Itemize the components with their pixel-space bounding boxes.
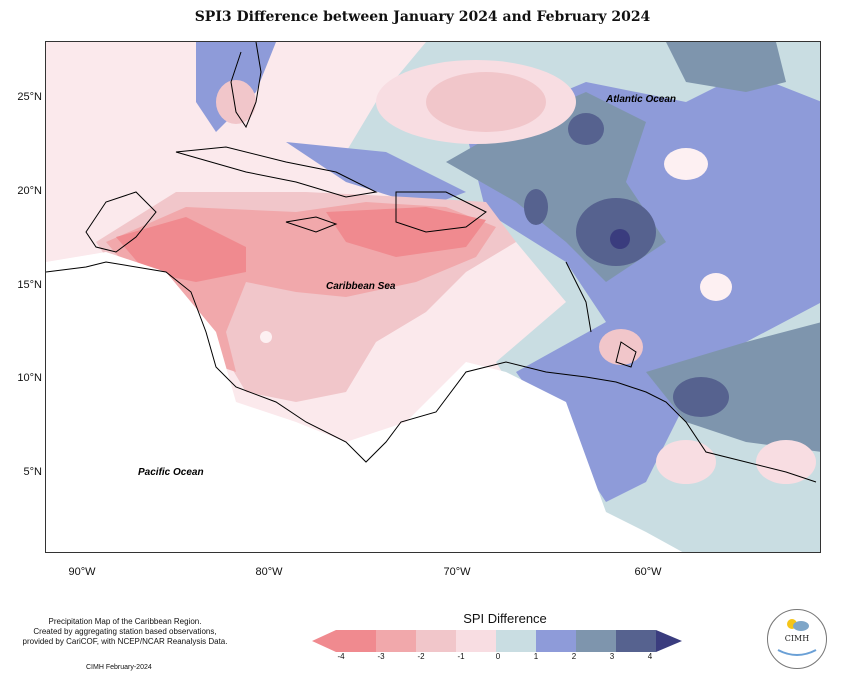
legend-arrow-right: [656, 630, 682, 652]
wave-icon: [777, 649, 817, 656]
legend-swatch-5: [496, 630, 536, 652]
legend-swatch-3: [416, 630, 456, 652]
map-title: SPI3 Difference between January 2024 and…: [194, 9, 651, 25]
pink-spot-sea: [260, 331, 272, 343]
dark-core-3: [673, 377, 729, 417]
spi-map: [45, 41, 821, 553]
dark-core-1: [568, 113, 604, 145]
cimh-logo: [767, 609, 827, 669]
legend-tick: 4: [647, 652, 653, 661]
pink-spot-east: [700, 273, 732, 301]
pink-florida: [216, 80, 256, 124]
legend-swatch-1: [336, 630, 376, 652]
credits-date: CIMH February-2024: [86, 664, 152, 671]
legend-colorbar: [312, 630, 682, 652]
guyana-pink: [656, 440, 716, 484]
credits-line-2: Created by aggregating station based obs…: [33, 627, 217, 636]
credits-line-1: Precipitation Map of the Caribbean Regio…: [48, 617, 202, 626]
slate-zone-north: [666, 42, 786, 92]
suriname-pink: [756, 440, 816, 484]
dark-core-4: [524, 189, 548, 225]
pink-north-core: [426, 72, 546, 132]
logo-text: CIMH: [784, 634, 810, 643]
legend-tick: 1: [533, 652, 539, 661]
coastlines: [46, 42, 817, 483]
lon-label-60w: 60°W: [634, 566, 662, 578]
darkest-core: [610, 229, 630, 249]
land-and-pacific: [46, 252, 683, 552]
lat-label-20n: 20°N: [17, 185, 42, 197]
legend-swatch-8: [616, 630, 656, 652]
legend-title: SPI Difference: [463, 611, 547, 626]
legend-tick: 2: [571, 652, 577, 661]
legend-swatch-2: [376, 630, 416, 652]
map-canvas: [46, 42, 820, 552]
credits-line-3: provided by CariCOF, with NCEP/NCAR Rean…: [22, 637, 228, 646]
trinidad-pink: [599, 329, 643, 365]
lon-label-80w: 80°W: [255, 566, 283, 578]
lat-label-25n: 25°N: [17, 91, 42, 103]
legend-arrow-left: [312, 630, 336, 652]
label-caribbean-sea: Caribbean Sea: [326, 281, 396, 292]
label-atlantic-ocean: Atlantic Ocean: [606, 94, 677, 105]
sun-cloud-icon: [777, 619, 817, 656]
bahamas-blue-zone: [286, 142, 466, 207]
lat-label-5n: 5°N: [23, 466, 42, 478]
honduras-red-core: [116, 217, 246, 282]
lat-label-10n: 10°N: [17, 372, 42, 384]
label-pacific-ocean: Pacific Ocean: [138, 467, 204, 478]
lon-label-70w: 70°W: [443, 566, 471, 578]
credits-text: Precipitation Map of the Caribbean Regio…: [16, 617, 234, 647]
legend-swatch-4: [456, 630, 496, 652]
cloud-icon: [793, 621, 809, 631]
lat-label-15n: 15°N: [17, 279, 42, 291]
hispaniola-red-core: [326, 207, 486, 257]
slate-zone-south: [646, 322, 820, 452]
legend-tick: 3: [609, 652, 615, 661]
pink-spot-atlantic: [664, 148, 708, 180]
legend-tick: -1: [457, 652, 465, 661]
legend-tick: -3: [377, 652, 385, 661]
legend-swatch-6: [536, 630, 576, 652]
lon-label-90w: 90°W: [68, 566, 96, 578]
legend-tick: -2: [417, 652, 425, 661]
legend-swatch-7: [576, 630, 616, 652]
legend-tick: -4: [337, 652, 345, 661]
legend-tick: 0: [495, 652, 501, 661]
